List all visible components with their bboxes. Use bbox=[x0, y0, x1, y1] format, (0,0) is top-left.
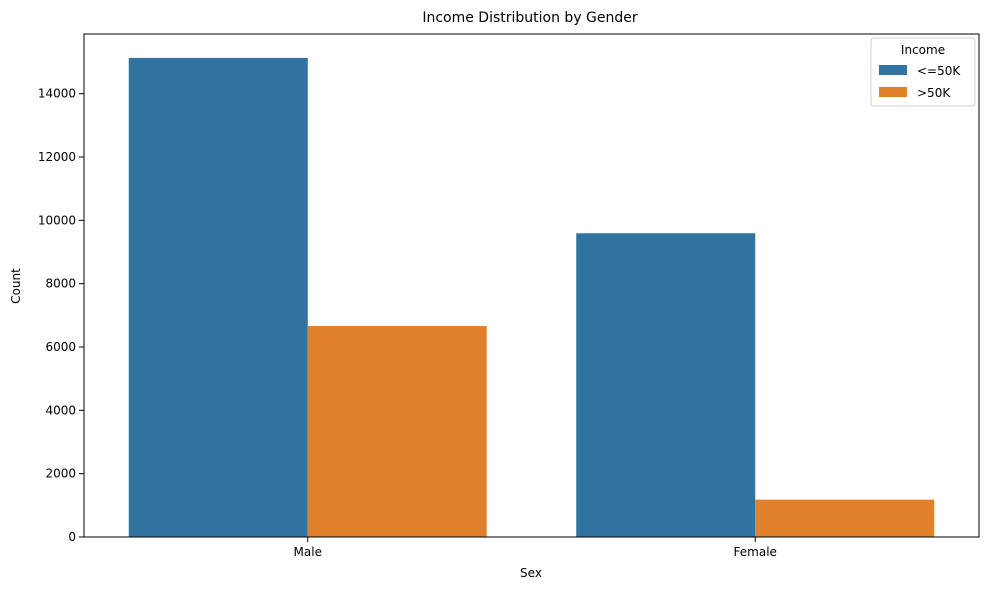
y-tick-label: 4000 bbox=[45, 403, 76, 417]
y-tick-label: 12000 bbox=[38, 150, 76, 164]
y-tick-label: 14000 bbox=[38, 87, 76, 101]
legend-label-gt50k: >50K bbox=[917, 86, 951, 100]
y-tick-label: 0 bbox=[68, 530, 76, 544]
legend: Income <=50K >50K bbox=[870, 37, 976, 107]
y-tick-label: 10000 bbox=[38, 213, 76, 227]
x-axis: Male Female bbox=[294, 537, 777, 559]
legend-title: Income bbox=[901, 43, 945, 57]
y-tick-label: 8000 bbox=[45, 277, 76, 291]
bar-female-gt50k bbox=[755, 499, 935, 537]
legend-swatch-le50k bbox=[879, 65, 907, 75]
bars-layer bbox=[128, 57, 935, 538]
y-axis: 0 2000 4000 6000 8000 10000 12000 14000 bbox=[38, 87, 84, 544]
bar-male-gt50k bbox=[307, 326, 487, 537]
bar-female-le50k bbox=[576, 233, 756, 537]
x-tick-label: Male bbox=[294, 545, 322, 559]
y-tick-label: 2000 bbox=[45, 467, 76, 481]
bar-male-le50k bbox=[128, 57, 308, 538]
legend-swatch-gt50k bbox=[879, 87, 907, 97]
x-tick-label: Female bbox=[734, 545, 777, 559]
y-axis-label: Count bbox=[9, 268, 23, 304]
x-axis-label: Sex bbox=[520, 566, 542, 580]
legend-label-le50k: <=50K bbox=[917, 64, 961, 78]
plot-frame bbox=[83, 33, 980, 538]
chart-title: Income Distribution by Gender bbox=[422, 10, 638, 26]
y-tick-label: 6000 bbox=[45, 340, 76, 354]
